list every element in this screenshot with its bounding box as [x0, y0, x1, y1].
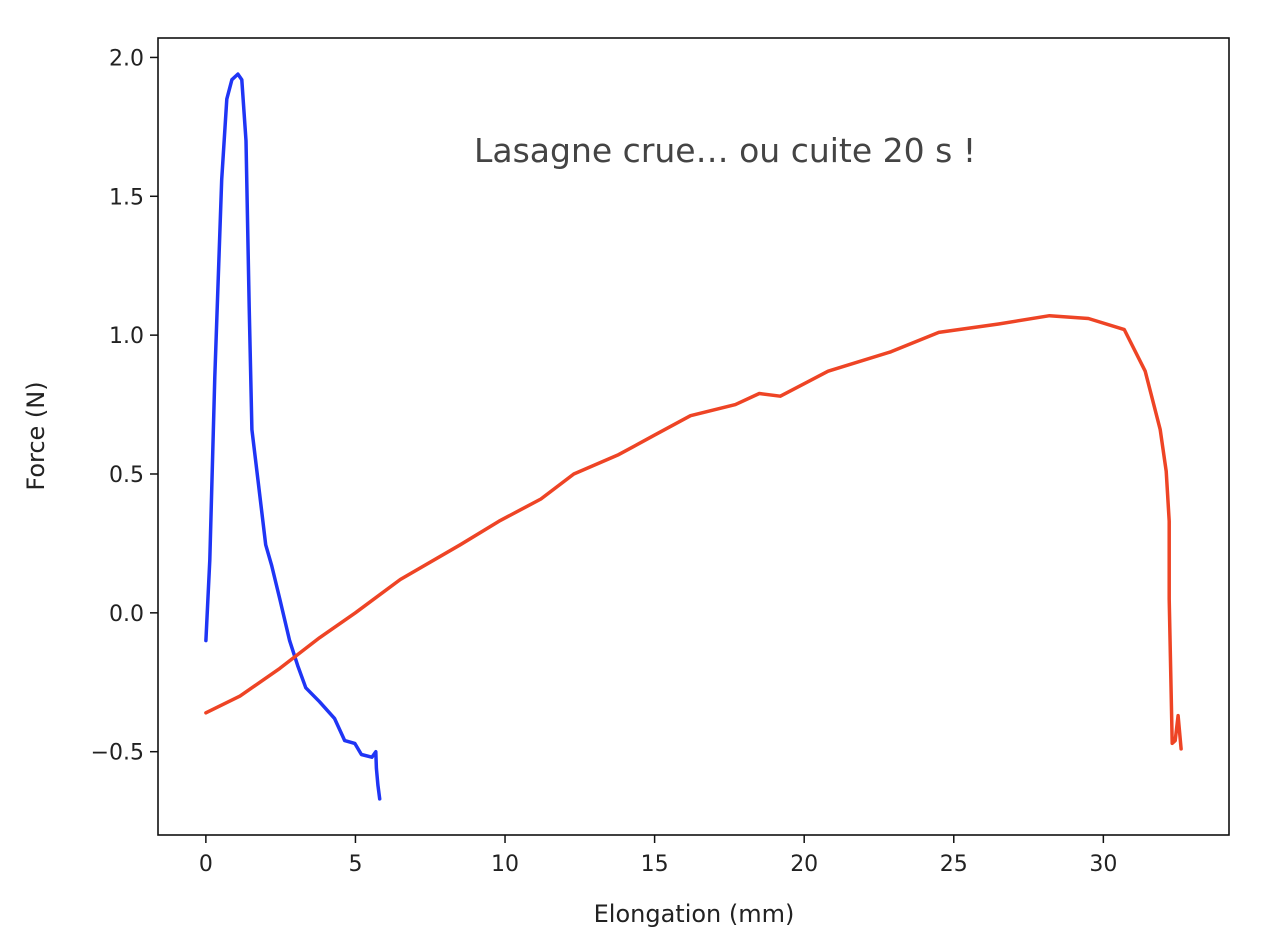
y-tick-label: −0.5: [91, 741, 144, 766]
x-tick-label: 20: [790, 852, 818, 877]
y-tick-label: 1.5: [109, 185, 144, 210]
y-tick-label: 0.5: [109, 463, 144, 488]
x-axis-label: Elongation (mm): [594, 900, 795, 928]
x-tick-label: 15: [641, 852, 669, 877]
x-axis: 0 5 10 15 20 25 30: [199, 835, 1117, 877]
y-axis: −0.5 0.0 0.5 1.0 1.5 2.0: [91, 46, 158, 766]
x-tick-label: 10: [491, 852, 519, 877]
series-line-1: [204, 313, 1183, 751]
series-line-0: [204, 72, 382, 801]
y-tick-label: 0.0: [109, 602, 144, 627]
y-tick-label: 2.0: [109, 46, 144, 71]
x-tick-label: 0: [199, 852, 213, 877]
annotation: Lasagne crue… ou cuite 20 s !: [474, 131, 976, 170]
y-axis-label: Force (N): [22, 381, 50, 490]
series-layer: [204, 72, 1183, 801]
x-tick-label: 5: [348, 852, 362, 877]
plot-frame: [157, 37, 1230, 836]
x-tick-label: 25: [940, 852, 968, 877]
y-tick-label: 1.0: [109, 324, 144, 349]
x-tick-label: 30: [1089, 852, 1117, 877]
